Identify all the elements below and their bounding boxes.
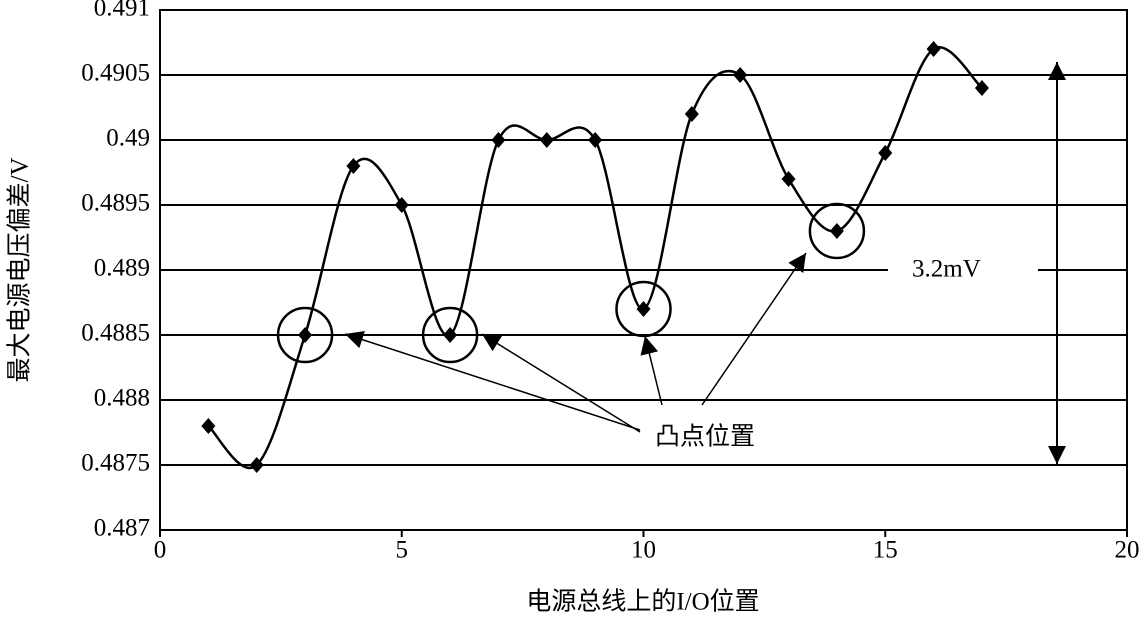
x-axis-label: 电源总线上的I/O位置 [526, 588, 759, 616]
y-tick-label: 0.491 [94, 0, 150, 22]
marker [491, 132, 506, 148]
y-tick-label: 0.489 [94, 255, 150, 282]
highlight-circle [421, 306, 479, 364]
y-tick-label: 0.4885 [81, 320, 150, 347]
plot-frame [159, 9, 1128, 531]
marker [636, 301, 651, 317]
marker [394, 197, 409, 213]
pointer-arrow [481, 333, 641, 433]
marker [201, 418, 216, 434]
marker [346, 158, 361, 174]
annotation-label: 凸点位置 [655, 423, 755, 451]
y-axis-label: 最大电源电压偏差/V [6, 157, 34, 382]
pointer-arrow [701, 252, 807, 406]
y-tick-label: 0.4875 [81, 450, 150, 477]
marker [684, 106, 699, 122]
marker [781, 171, 796, 187]
marker [298, 327, 313, 343]
y-tick-label: 0.4905 [81, 60, 150, 87]
y-tick-label: 0.4895 [81, 190, 150, 217]
marker [588, 132, 603, 148]
highlight-circle [276, 306, 334, 364]
x-tick-label: 10 [631, 537, 656, 564]
marker [974, 80, 989, 96]
y-tick-label: 0.49 [106, 125, 150, 152]
marker [539, 132, 554, 148]
x-tick-label: 5 [396, 537, 409, 564]
x-tick-label: 0 [154, 537, 167, 564]
pointer-arrow [344, 331, 641, 431]
marker [829, 223, 844, 239]
marker [443, 327, 458, 343]
y-tick-label: 0.487 [94, 515, 150, 542]
range-label: 3.2mV [912, 256, 981, 283]
marker [878, 145, 893, 161]
label-background [888, 255, 1038, 285]
y-tick-label: 0.488 [94, 385, 150, 412]
marker [733, 67, 748, 83]
annotations: 3.2mV 凸点位置 [344, 62, 1066, 464]
marker [249, 457, 264, 473]
x-tick-label: 15 [873, 537, 898, 564]
highlight-circle [808, 202, 866, 260]
x-tick-label: 20 [1115, 537, 1140, 564]
marker [926, 41, 941, 57]
pointer-arrow [640, 335, 663, 406]
